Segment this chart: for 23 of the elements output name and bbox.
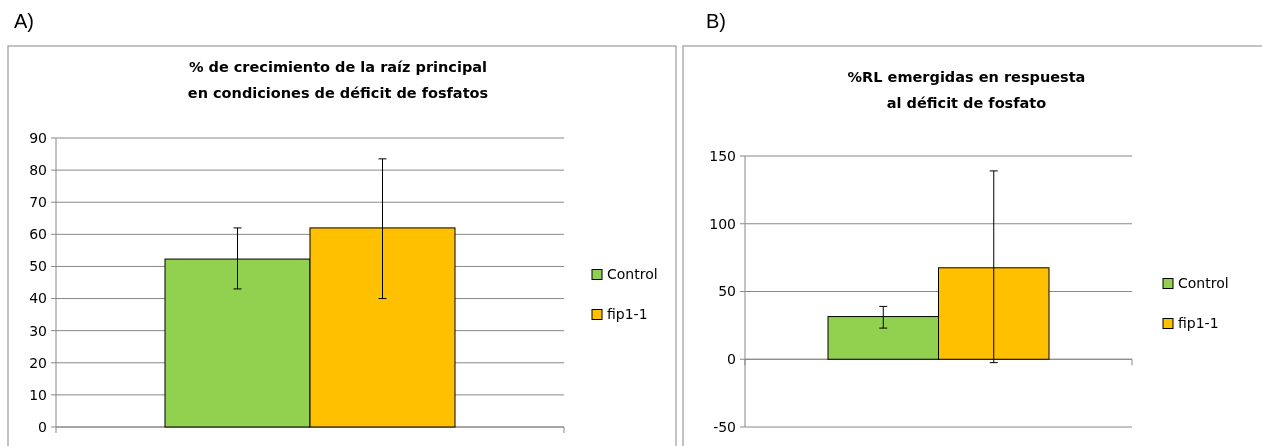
y-tick-label: 40 [29, 290, 47, 307]
y-tick-label: 50 [718, 283, 736, 300]
y-tick-label: 60 [29, 226, 47, 243]
legend-label: Control [1178, 275, 1229, 292]
y-tick-label: 30 [29, 322, 47, 339]
legend-label: fip1-1 [607, 306, 648, 323]
y-tick-label: 100 [709, 215, 736, 232]
y-tick-label: 10 [29, 386, 47, 403]
text: A) [14, 10, 34, 32]
y-tick-label: 20 [29, 354, 47, 371]
legend-label: Control [607, 266, 658, 283]
chart-title: % de crecimiento de la raíz principal en condiciones de déficit de fosfatos [187, 59, 489, 101]
legend-label: fip1-1 [1178, 315, 1219, 332]
y-tick-label: -50 [713, 418, 736, 435]
y-tick-label: 150 [709, 147, 736, 164]
y-tick-label: 0 [727, 351, 736, 368]
y-tick-label: 90 [29, 129, 47, 146]
y-tick-label: 80 [29, 162, 47, 179]
y-tick-label: 0 [38, 418, 47, 435]
y-tick-label: 70 [29, 194, 47, 211]
text: B) [706, 10, 726, 32]
y-tick-label: 50 [29, 258, 47, 275]
chart-title: %RL emergidas en respuesta al déficit de fosfato [847, 69, 1086, 111]
